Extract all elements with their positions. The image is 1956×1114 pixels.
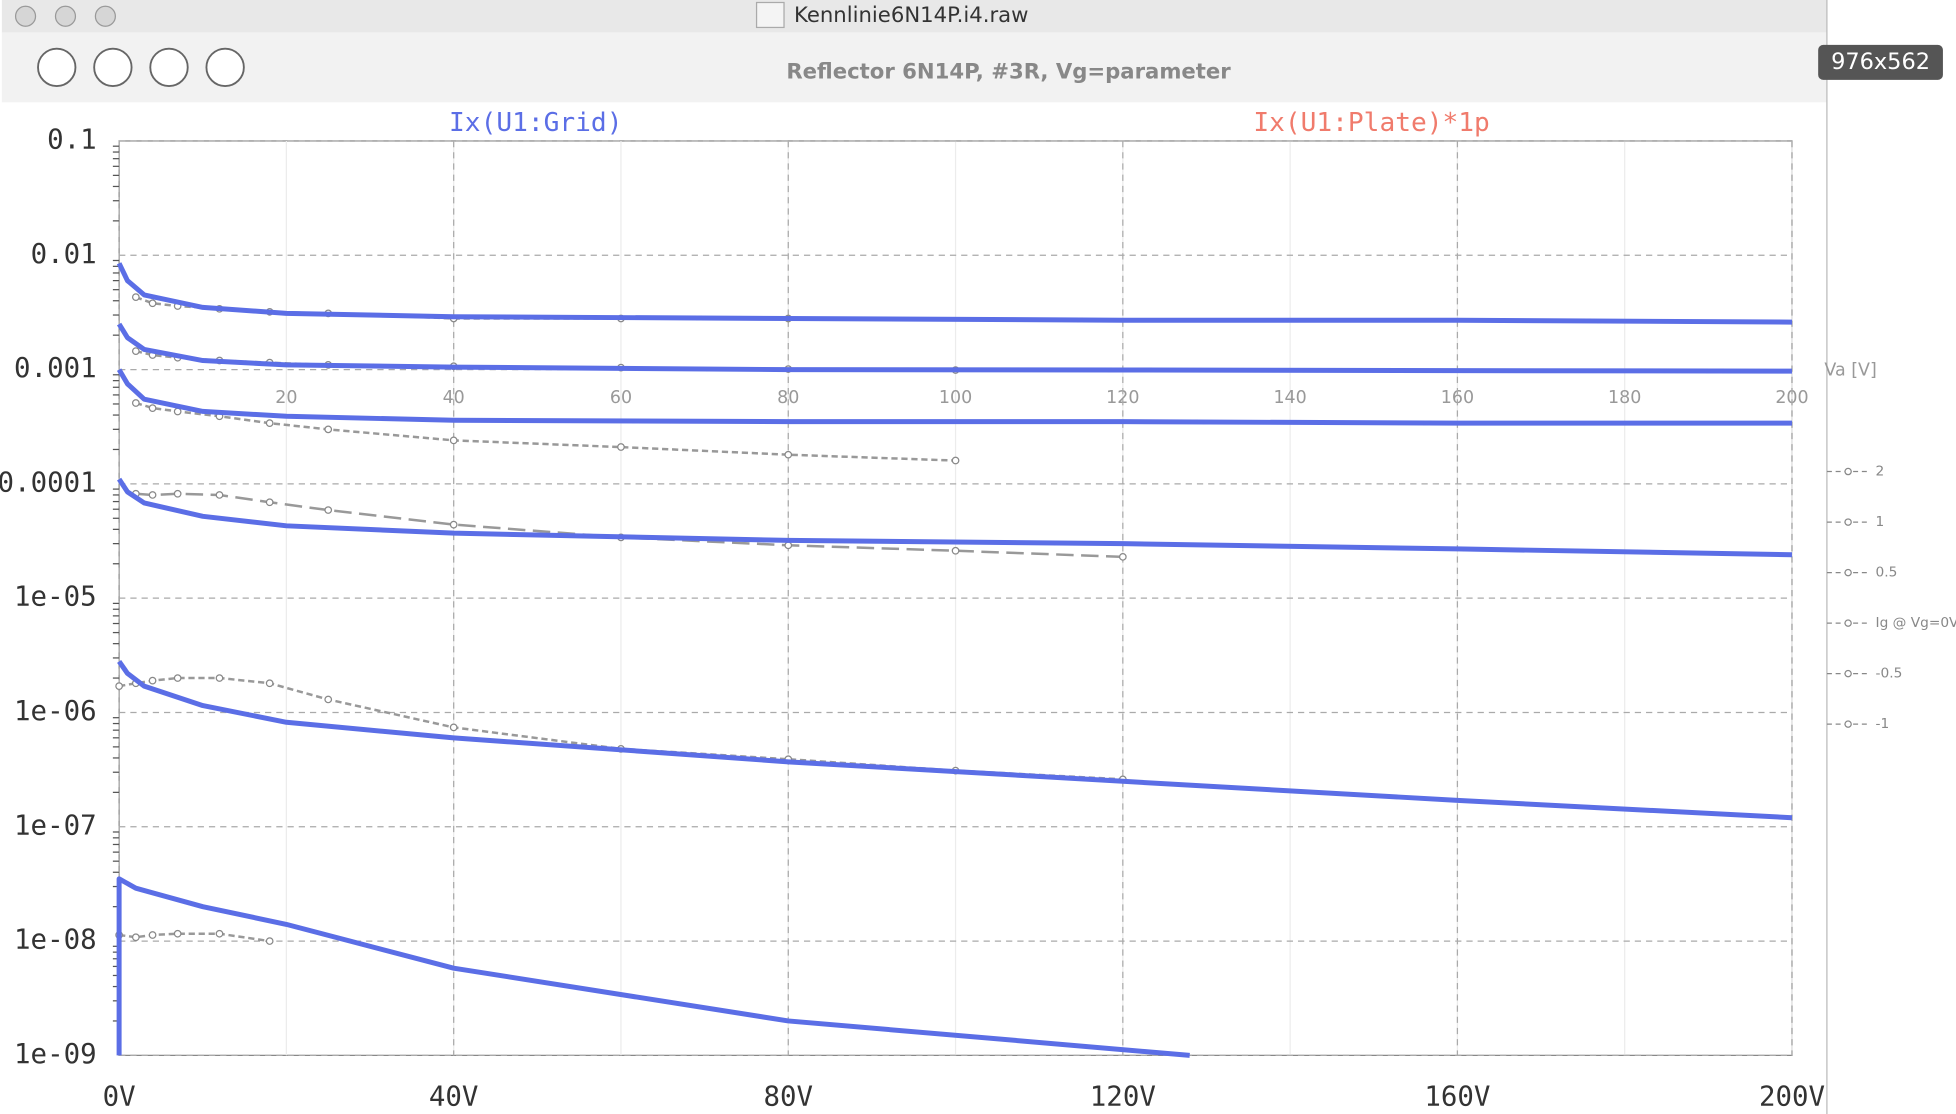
- measured-point: [951, 456, 960, 465]
- measured-point: [324, 506, 333, 514]
- measured-point: [215, 491, 224, 499]
- size-badge-text: 976x562: [1831, 49, 1930, 75]
- measured-point: [324, 425, 333, 434]
- measured-point: [148, 299, 157, 308]
- legend-marker: [1844, 619, 1852, 627]
- minimize-button[interactable]: [54, 5, 77, 27]
- legend-marker: [1844, 518, 1852, 526]
- zoom-button[interactable]: [94, 5, 116, 27]
- measured-point: [449, 723, 458, 732]
- y-tick-label: 0.1: [47, 124, 97, 155]
- x2-tick-label: 120: [1106, 388, 1139, 408]
- measured-point: [324, 695, 333, 704]
- sim-curve: [117, 659, 1793, 821]
- measured-point: [131, 933, 140, 942]
- y-tick-label: 1e-05: [14, 582, 97, 613]
- tool-fit[interactable]: [93, 47, 133, 88]
- measured-point: [131, 399, 140, 407]
- measured-point: [449, 436, 458, 445]
- size-badge: [1818, 44, 1943, 80]
- x-tick-label: 200V: [1759, 1081, 1825, 1112]
- measured-point: [265, 419, 274, 427]
- legend-marker: [1844, 720, 1852, 728]
- measured-point: [148, 676, 157, 685]
- measured-point: [173, 674, 182, 682]
- y-tick-label: 1e-08: [14, 925, 97, 956]
- x2-tick-label: 200: [1775, 388, 1808, 408]
- measured-point: [215, 929, 224, 938]
- measured-point: [131, 347, 140, 355]
- legend-marker: [1844, 568, 1852, 577]
- x-tick-label: 120V: [1090, 1081, 1156, 1112]
- window-title: Kennlinie6N14P.i4.raw: [794, 2, 1028, 27]
- measured-point: [115, 682, 123, 690]
- legend-label: 1: [1876, 514, 1885, 530]
- measured-point: [1118, 552, 1127, 561]
- y-tick-label: 1e-07: [14, 810, 97, 841]
- measured-point: [173, 929, 182, 938]
- measured-point: [173, 489, 182, 498]
- measured-point: [265, 498, 274, 507]
- sim-curve: [116, 876, 1190, 1058]
- legend-label: 0.5: [1876, 565, 1898, 581]
- title-bar: [1, 0, 1827, 33]
- sim-curve: [116, 262, 1792, 325]
- measured-line: [135, 492, 1123, 559]
- x-tick-label: 40V: [429, 1081, 479, 1112]
- measured-point: [131, 293, 140, 302]
- measured-point: [148, 931, 157, 939]
- tool-probe[interactable]: [205, 47, 245, 88]
- plot-title: Reflector 6N14P, #3R, Vg=parameter: [786, 58, 1231, 83]
- x2-tick-label: 160: [1441, 388, 1474, 408]
- x2-tick-label: 180: [1608, 388, 1641, 408]
- x2-tick-label: 140: [1273, 388, 1306, 408]
- sim-curve: [117, 477, 1793, 558]
- legend-marker: [1844, 669, 1852, 678]
- legend-marker: [1844, 467, 1852, 476]
- sim-curve: [116, 368, 1792, 426]
- toolbar: [1, 32, 1827, 103]
- legend-label: 2: [1876, 464, 1885, 480]
- trace-label: Ix(U1:Plate)*1p: [1253, 108, 1490, 138]
- sim-curve: [116, 322, 1792, 374]
- tool-zoom[interactable]: [37, 47, 77, 88]
- measured-point: [265, 679, 274, 688]
- measured-point: [784, 541, 793, 550]
- plot-area: 20 40 60 80 100 120 140 160 180 200 Va [V] 0V 40V 80V…: [0, 124, 1877, 1112]
- x-tick-label: 80V: [763, 1081, 813, 1112]
- x2-tick-label: 60: [610, 388, 632, 408]
- measured-line: [118, 932, 270, 943]
- y-tick-label: 1e-09: [14, 1039, 97, 1070]
- x2-tick-label: 80: [777, 388, 799, 408]
- measured-point: [784, 450, 793, 459]
- measured-point: [148, 491, 157, 499]
- x2-tick-label: 100: [939, 388, 972, 408]
- close-button[interactable]: [14, 5, 37, 27]
- y-tick-label: 0.0001: [0, 467, 97, 498]
- y-tick-label: 0.01: [31, 239, 97, 270]
- measured-line: [135, 401, 956, 462]
- measured-point: [449, 520, 458, 529]
- legend-label: Ig @ Vg=0V: [1876, 615, 1956, 631]
- x-tick-label: 160V: [1424, 1081, 1490, 1112]
- measured-point: [951, 546, 960, 555]
- measured-point: [215, 674, 224, 682]
- x-tick-label: 0V: [103, 1081, 136, 1112]
- measured-point: [617, 443, 625, 451]
- x2-tick-label: 20: [275, 388, 297, 408]
- file-icon: [755, 1, 785, 29]
- trace-label: Ix(U1:Grid): [449, 108, 622, 138]
- tool-undo[interactable]: [149, 47, 189, 88]
- x2-tick-label: 40: [443, 388, 465, 408]
- measured-point: [265, 937, 274, 945]
- legend-label: -1: [1876, 716, 1890, 732]
- x2-axis-label: Va [V]: [1824, 361, 1876, 381]
- legend-label: -0.5: [1876, 666, 1903, 682]
- measured-point: [148, 404, 157, 412]
- y-tick-label: 1e-06: [14, 696, 97, 727]
- y-tick-label: 0.001: [14, 353, 97, 384]
